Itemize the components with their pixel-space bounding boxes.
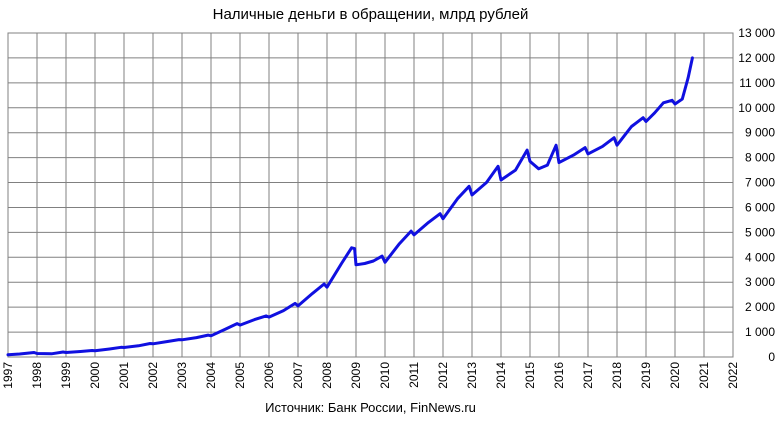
y-tick-label: 12 000: [738, 51, 775, 65]
y-tick-label: 3 000: [745, 275, 775, 289]
x-tick-label: 1999: [59, 362, 73, 389]
y-tick-label: 1 000: [745, 325, 775, 339]
y-tick-label: 2 000: [745, 300, 775, 314]
y-tick-label: 13 000: [738, 26, 775, 40]
y-tick-label: 11 000: [739, 76, 775, 90]
x-tick-label: 2014: [494, 362, 508, 389]
x-tick-label: 2007: [291, 362, 305, 389]
x-tick-label: 2010: [378, 362, 392, 389]
series-layer: [6, 56, 694, 357]
x-tick-label: 1998: [30, 362, 44, 389]
x-tick-label: 2020: [668, 362, 682, 389]
x-tick-label: 2011: [407, 362, 421, 388]
y-tick-label: 0: [768, 350, 775, 364]
y-tick-label: 9 000: [745, 126, 775, 140]
x-tick-label: 2021: [697, 362, 711, 389]
x-tick-label: 2003: [175, 362, 189, 389]
x-tick-label: 2004: [204, 362, 218, 389]
y-tick-label: 8 000: [745, 151, 775, 165]
x-tick-label: 2001: [117, 362, 131, 389]
y-tick-label: 10 000: [738, 101, 775, 115]
x-tick-label: 2013: [465, 362, 479, 389]
chart-source: Источник: Банк России, FinNews.ru: [265, 400, 476, 415]
x-tick-label: 2015: [523, 362, 537, 389]
x-tick-label: 2017: [581, 362, 595, 389]
x-tick-label: 2006: [262, 362, 276, 389]
x-axis-ticks: 1997 1998 1999 2000 2001 2002 2003 2004 2005 2006…: [1, 362, 740, 389]
y-tick-label: 5 000: [745, 225, 775, 239]
y-tick-label: 4 000: [745, 250, 775, 264]
x-tick-label: 2008: [320, 362, 334, 389]
x-tick-label: 2002: [146, 362, 160, 389]
y-tick-label: 7 000: [745, 176, 775, 190]
plot-area: [7, 32, 734, 358]
x-tick-label: 2000: [88, 362, 102, 389]
chart-title: Наличные деньги в обращении, млрд рублей: [212, 6, 529, 23]
x-tick-label: 2016: [552, 362, 566, 389]
x-tick-label: 2005: [233, 362, 247, 389]
x-tick-label: 2022: [726, 362, 740, 389]
x-tick-label: 2009: [349, 362, 363, 389]
grid: [7, 32, 734, 358]
x-tick-label: 2018: [610, 362, 624, 389]
series-line: [6, 56, 694, 357]
x-tick-label: 2012: [436, 362, 450, 389]
x-tick-label: 2019: [639, 362, 653, 389]
y-axis-ticks: 0 1 000 2 000 3 000 4 000 5 000 6 000 7 000 8 00…: [738, 26, 775, 364]
y-tick-label: 6 000: [745, 200, 775, 214]
x-tick-label: 1997: [1, 362, 15, 389]
